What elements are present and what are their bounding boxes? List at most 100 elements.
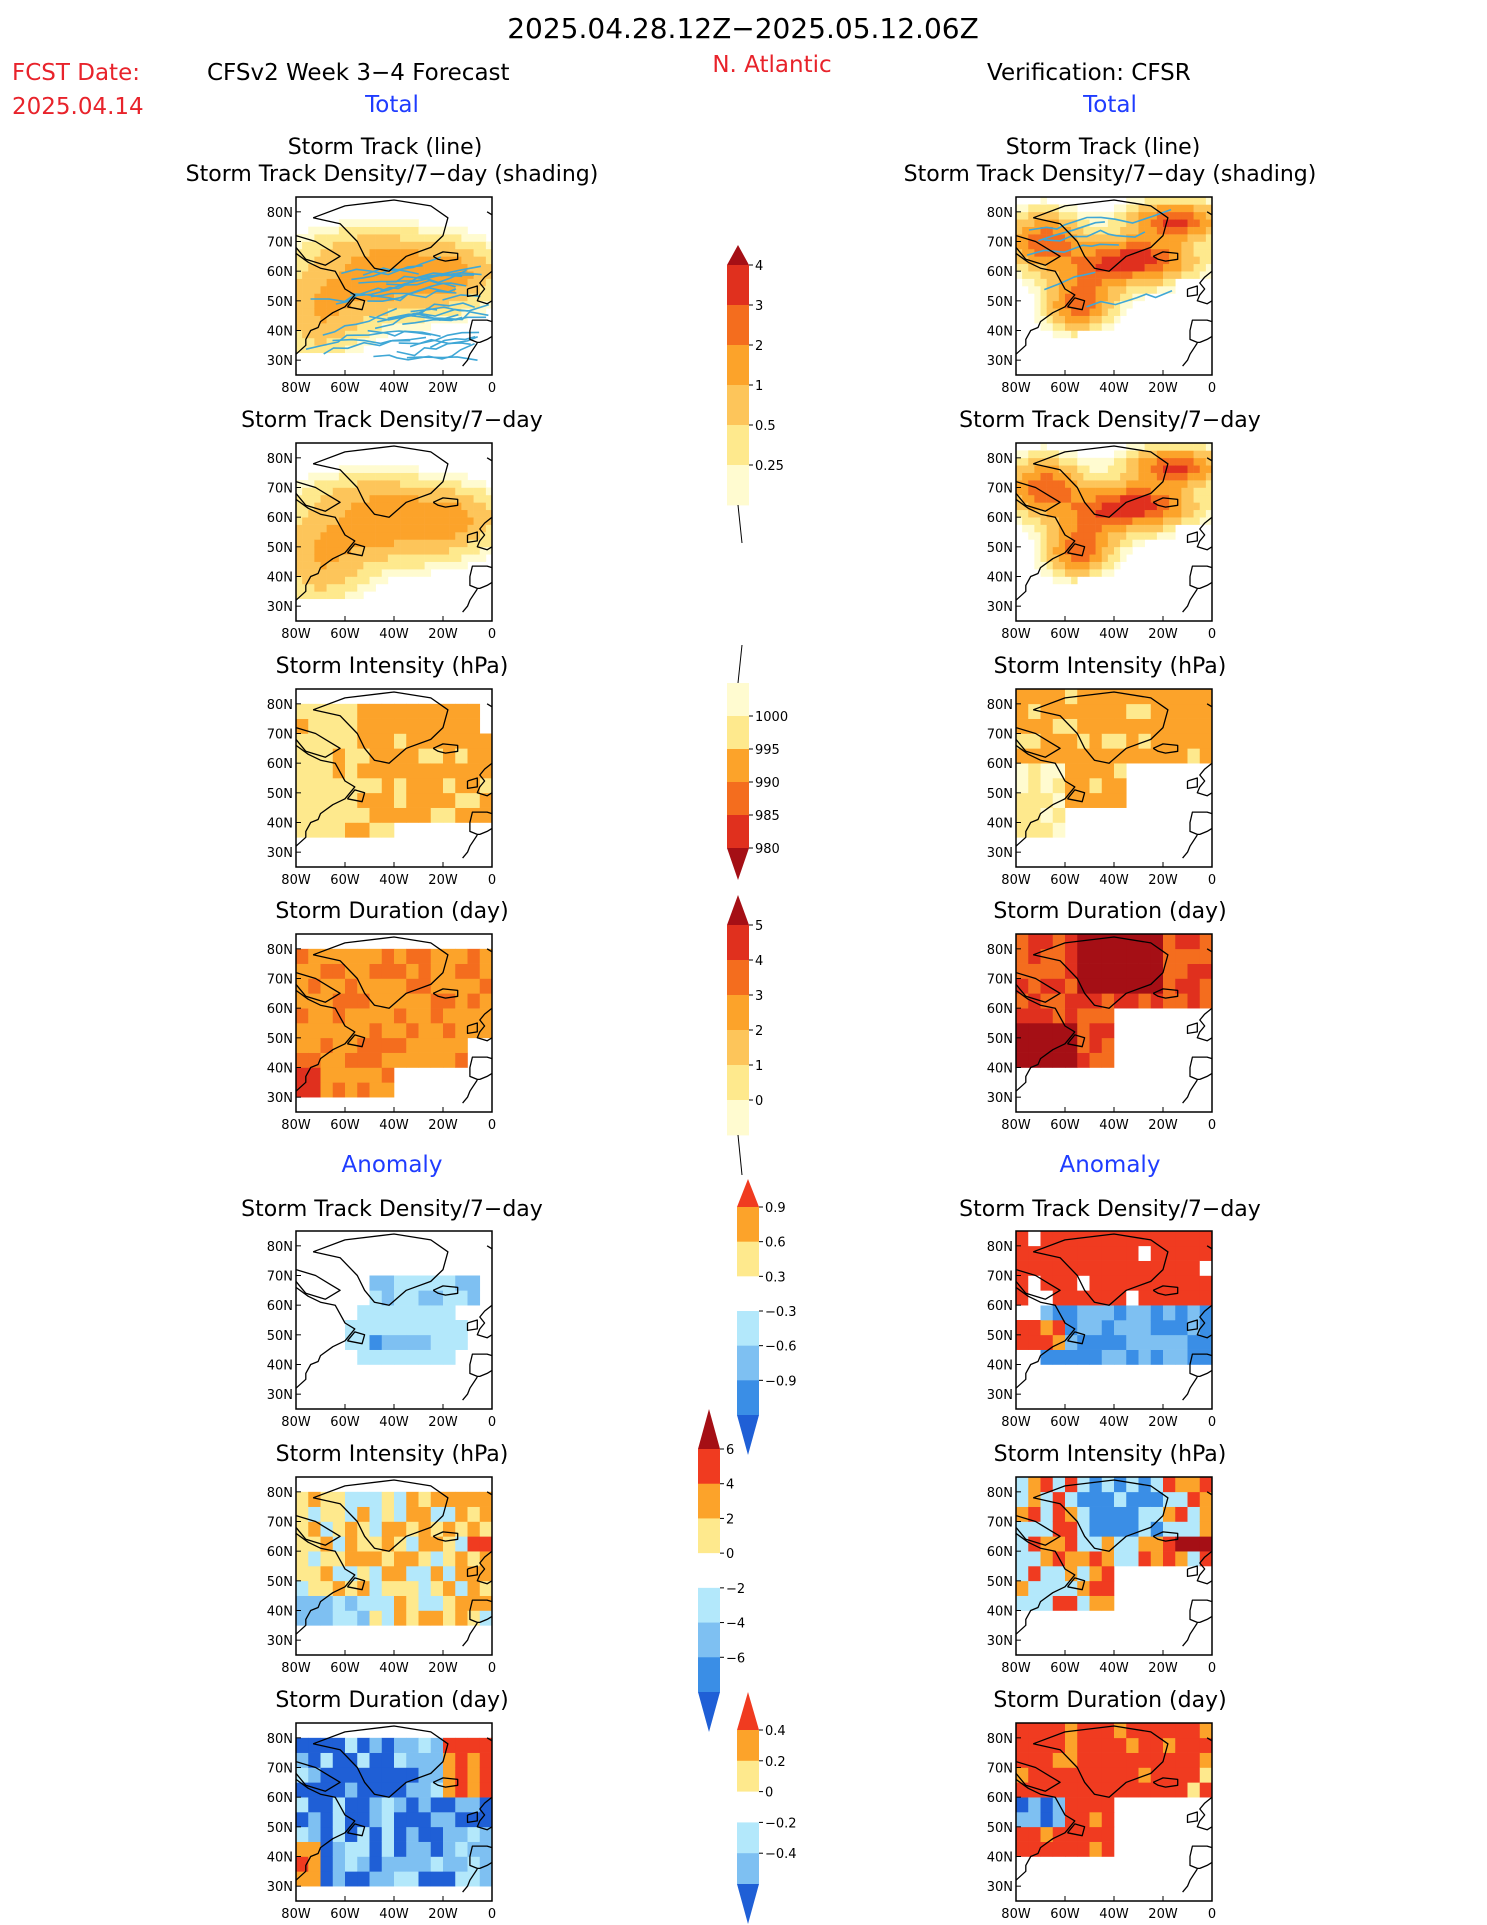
shading-cell (1120, 300, 1127, 309)
shading-cell (1028, 465, 1035, 473)
shading-cell (314, 345, 321, 354)
shading-cell (467, 234, 474, 242)
shading-cell (332, 1737, 346, 1753)
shading-cell (332, 517, 340, 525)
shading-cell (1138, 219, 1145, 227)
shading-cell (1089, 293, 1096, 302)
colorbar-label: 2 (755, 339, 763, 354)
shading-cell (1089, 286, 1096, 294)
shading-cell (1107, 286, 1115, 294)
shading-cell (1114, 554, 1121, 562)
shading-cell (430, 718, 444, 734)
coastline (1015, 498, 1076, 601)
shading-cell (1016, 792, 1029, 808)
shading-cell (1058, 241, 1066, 250)
shading-cell (1126, 472, 1133, 481)
shading-cell (1175, 733, 1188, 749)
shading-cell (308, 1506, 321, 1522)
shading-cell (326, 278, 334, 287)
shading-cell (1163, 934, 1176, 950)
shading-cell (1144, 248, 1152, 257)
shading-cell (1034, 517, 1041, 525)
shading-cell (455, 1610, 468, 1626)
coastline (1032, 936, 1169, 1009)
shading-cell (1089, 792, 1103, 808)
shading-cell (1077, 1826, 1090, 1842)
shading-cell (1101, 1023, 1115, 1039)
shading-cell (1144, 263, 1152, 272)
coastline (346, 1577, 366, 1591)
shading-cell (1101, 689, 1115, 705)
shading-cell (406, 1610, 419, 1626)
shading-cell (1065, 293, 1072, 302)
shading-cell (308, 554, 315, 562)
shading-cell (1187, 480, 1194, 488)
shading-cell (326, 561, 334, 570)
shading-cell (430, 1580, 444, 1596)
shading-cell (1083, 517, 1090, 525)
shading-cell (455, 792, 468, 808)
shading-cell (332, 286, 340, 294)
shading-cell (394, 1595, 407, 1611)
shading-cell (332, 1023, 346, 1039)
shading-cell (1120, 480, 1127, 488)
shading-cell (332, 1082, 346, 1098)
shading-cell (455, 1334, 468, 1350)
shading-cell (1114, 718, 1127, 734)
shading-cell (1040, 978, 1054, 994)
shading-cell (1052, 211, 1060, 220)
shading-cell (1169, 219, 1176, 227)
shading-cell (1107, 509, 1115, 518)
shading-cell (1089, 1334, 1103, 1350)
shading-cell (1028, 1536, 1041, 1552)
shading-cell (302, 323, 309, 331)
shading-cell (1114, 978, 1127, 994)
shading-cell (1095, 323, 1103, 331)
shading-cell (1016, 733, 1029, 749)
shading-cell (1065, 576, 1072, 585)
shading-cell (406, 502, 413, 511)
shading-cell (345, 1334, 358, 1350)
shading-cell (455, 963, 468, 979)
shading-cell (345, 219, 352, 227)
shading-cell (375, 554, 383, 562)
shading-cell (1132, 450, 1139, 459)
shading-cell (345, 1871, 358, 1887)
shading-cell (430, 1506, 444, 1522)
shading-cell (1205, 487, 1213, 496)
shading-cell (1144, 465, 1152, 473)
shading-cell (1169, 211, 1176, 220)
shading-cell (381, 300, 389, 309)
shading-cell (1028, 792, 1041, 808)
shading-cell (1028, 1767, 1041, 1783)
shading-cell (1052, 963, 1066, 979)
shading-cell (455, 532, 462, 540)
shading-cell (479, 241, 487, 250)
shading-cell (443, 517, 450, 525)
coastline (466, 1811, 478, 1824)
shading-cell (326, 546, 334, 555)
shading-cell (302, 524, 309, 533)
coastline (462, 588, 478, 613)
shading-cell (467, 256, 474, 265)
shading-cell (1071, 569, 1078, 577)
lon-tick-label: 20W (1148, 381, 1178, 396)
shading-cell (1101, 1752, 1115, 1768)
shading-cell (1040, 293, 1047, 302)
shading-cell (1144, 509, 1152, 518)
shading-cell (1114, 748, 1127, 764)
shading-cell (1028, 963, 1041, 979)
shading-cell (1101, 1245, 1115, 1261)
shading-cell (1046, 502, 1054, 511)
shading-cell (1040, 1767, 1054, 1783)
shading-cell (394, 554, 401, 562)
shading-cell (357, 1841, 370, 1857)
shading-cell (1083, 293, 1090, 302)
coastline (476, 516, 493, 551)
lat-tick-label: 40N (987, 571, 1013, 586)
shading-cell (1107, 472, 1115, 481)
coastline (1152, 1531, 1179, 1542)
shading-cell (479, 1491, 493, 1507)
shading-cell (479, 792, 493, 808)
shading-cell (308, 286, 315, 294)
